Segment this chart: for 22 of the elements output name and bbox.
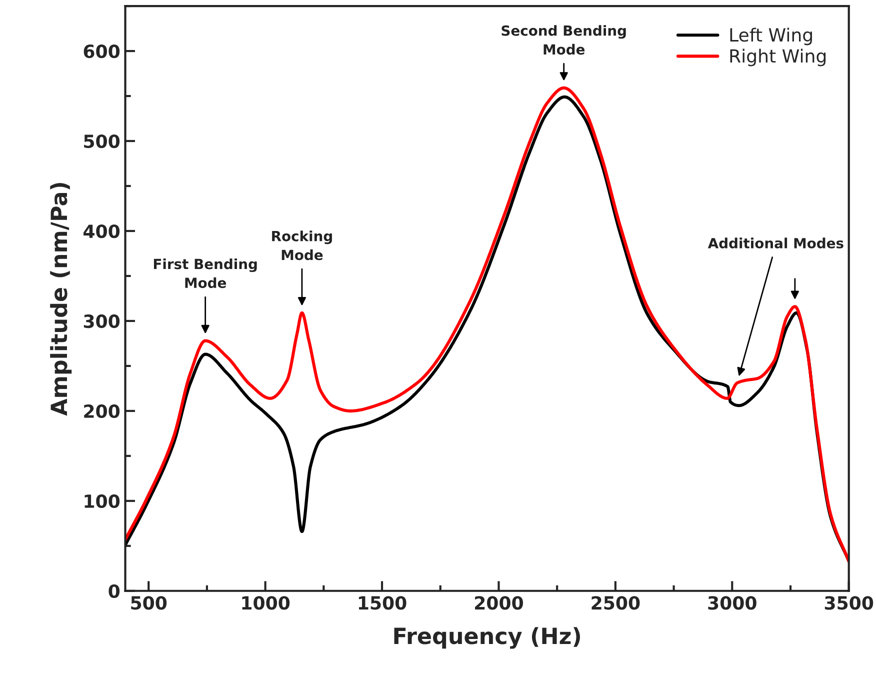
y-tick-label: 100 bbox=[84, 494, 120, 508]
x-tick-label: 3500 bbox=[824, 596, 874, 610]
x-tick-label: 1000 bbox=[242, 596, 290, 610]
x-axis-title: Frequency (Hz) bbox=[394, 627, 580, 649]
x-tick-label: 500 bbox=[131, 596, 167, 610]
x-tick-label: 3000 bbox=[708, 596, 756, 610]
x-tick-label: 2000 bbox=[475, 596, 523, 610]
annotation: First Bending Mode bbox=[154, 258, 257, 288]
annotation: Rocking Mode bbox=[272, 230, 332, 260]
x-tick-label: 2500 bbox=[592, 596, 640, 610]
y-tick-label: 600 bbox=[84, 44, 120, 58]
annotation: Additional Modes bbox=[708, 238, 844, 248]
y-tick-label: 300 bbox=[84, 314, 120, 328]
y-tick-label: 400 bbox=[84, 224, 120, 238]
legend-label: Left Wing bbox=[730, 28, 812, 46]
y-tick-label: 0 bbox=[108, 584, 120, 598]
y-axis-title: Amplitude (nm/Pa) bbox=[50, 183, 72, 416]
x-tick-label: 1500 bbox=[358, 596, 406, 610]
y-tick-label: 200 bbox=[84, 404, 120, 418]
y-tick-label: 500 bbox=[84, 134, 120, 148]
legend-label: Right Wing bbox=[730, 48, 826, 66]
annotation: Second Bending Mode bbox=[502, 25, 626, 55]
